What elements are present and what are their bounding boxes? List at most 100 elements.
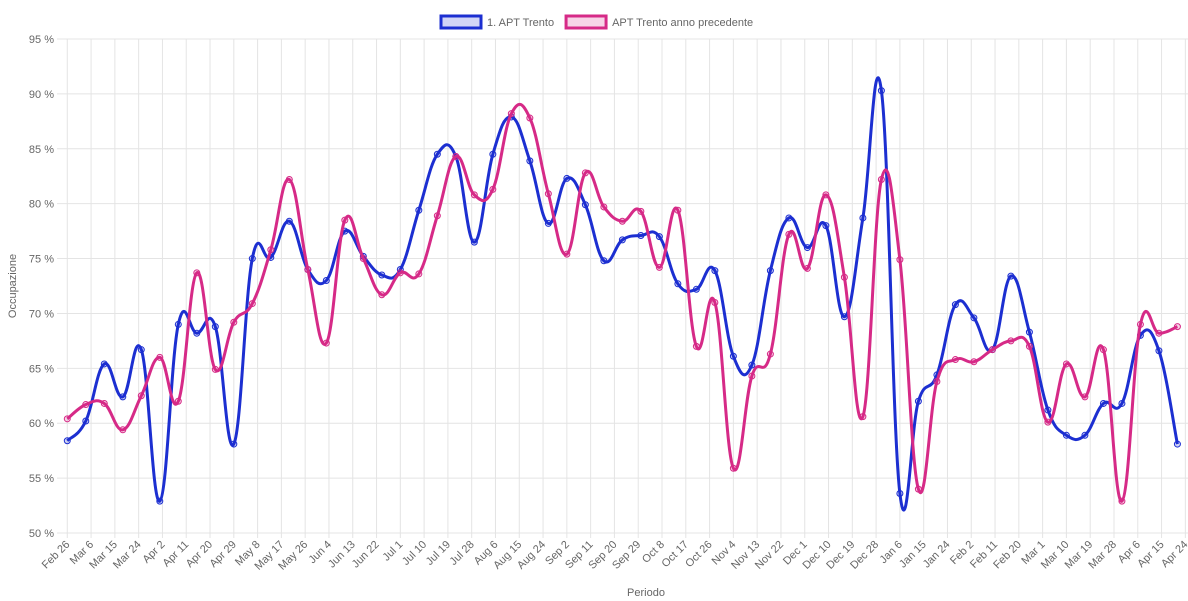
point [951,356,959,364]
y-tick-label: 55 % [29,473,54,485]
point [378,271,386,279]
point [1099,399,1107,407]
legend-swatch [564,14,608,30]
point [82,401,90,409]
point [174,397,182,405]
point [581,201,589,209]
point [211,323,219,331]
point [840,313,848,321]
point [285,217,293,225]
point [637,232,645,240]
point [248,255,256,263]
point [822,222,830,230]
point [637,207,645,215]
point [822,191,830,199]
point [840,273,848,281]
y-tick-label: 75 % [29,254,54,266]
point [156,497,164,505]
point [1118,399,1126,407]
point [1081,431,1089,439]
point [193,329,201,337]
y-tick-label: 50 % [29,528,54,540]
point [581,169,589,177]
point [1099,346,1107,354]
point [433,150,441,158]
y-axis-title: Occupazione [7,254,19,318]
point [304,266,312,274]
point [748,372,756,380]
point [82,417,90,425]
series-line [66,102,1179,503]
point [1062,431,1070,439]
point [156,353,164,361]
point [396,269,404,277]
point [63,437,71,445]
point [877,87,885,95]
point [859,214,867,222]
point [970,314,978,322]
y-tick-label: 85 % [29,144,54,156]
point [766,267,774,275]
point [415,206,423,214]
point [544,219,552,227]
point [1044,418,1052,426]
point [711,267,719,275]
legend-swatch [439,14,483,30]
y-tick-label: 95 % [29,34,54,46]
point [415,270,423,278]
point [452,152,460,160]
point [1173,323,1181,331]
point [674,280,682,288]
point [766,350,774,358]
point [1007,337,1015,345]
point [729,464,737,472]
point [489,185,497,193]
point [193,269,201,277]
y-tick-label: 80 % [29,199,54,211]
point [230,440,238,448]
x-tick-label: Apr 29 [208,539,239,570]
point [1173,440,1181,448]
x-axis-title: Periodo [627,587,665,599]
x-tick-label: Jul 28 [448,539,477,568]
point [489,150,497,158]
point [803,244,811,252]
point [692,285,700,293]
point [248,300,256,308]
legend-label: APT Trento anno precedente [612,17,753,29]
point [1155,329,1163,337]
point [119,393,127,401]
point [748,361,756,369]
point [63,415,71,423]
point [933,378,941,386]
y-tick-label: 65 % [29,363,54,375]
x-tick-label: Jul 19 [424,539,453,568]
point [378,291,386,299]
point [785,230,793,238]
point [655,263,663,271]
x-tick-label: Jul 10 [400,539,429,568]
point [433,212,441,220]
point [1155,347,1163,355]
point [896,256,904,264]
point [1118,497,1126,505]
point [618,236,626,244]
point [729,352,737,360]
point [230,318,238,326]
y-tick-label: 90 % [29,89,54,101]
point [1081,393,1089,401]
point [914,397,922,405]
point [600,203,608,211]
point [803,264,811,272]
point [692,342,700,350]
point [174,320,182,328]
point [544,190,552,198]
x-tick-label: Oct 26 [683,539,714,570]
x-tick-label: Jun 22 [350,539,382,571]
legend-label: 1. APT Trento [487,17,554,29]
point [285,176,293,184]
point [119,426,127,434]
series-line [66,76,1179,512]
point [896,489,904,497]
